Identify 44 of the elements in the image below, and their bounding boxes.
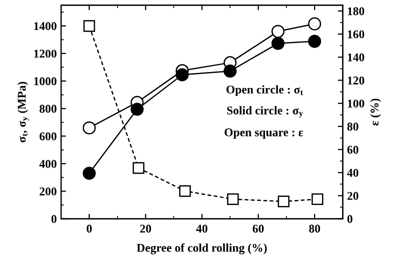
annotation: Open square : ε [224,128,304,139]
point [271,24,285,38]
x-axis-title: Degree of cold rolling (%) [136,243,267,254]
point [278,196,290,208]
point [271,36,285,50]
point [132,162,144,174]
point [130,102,144,116]
annotation: Solid circle : σ$_{y}$ [227,106,303,118]
x-tick-label: 80 [309,224,320,233]
y2-tick-label: 160 [348,30,364,38]
y-axis-title: σ$_{t}$, σ$_{y}$ (MPa) [17,82,30,142]
y2-tick-label: 40 [347,168,358,177]
x-tick-label: 0 [86,224,92,233]
point [82,121,96,134]
y2-tick-label: 100 [348,100,364,108]
point [308,34,322,48]
y2-tick-label: 120 [348,76,364,84]
y-tick-label: 200 [40,187,56,196]
point [224,64,237,78]
point [308,17,322,30]
point [176,68,189,82]
point [179,185,191,197]
x-tick-label: 20 [140,224,152,233]
x-tick-label: 40 [196,224,208,233]
y2-tick-label: 60 [347,146,358,154]
y-tick-label: 0 [51,215,56,223]
y2-tick-label: 20 [347,192,358,200]
point [312,193,324,205]
point [227,193,239,205]
y-tick-label: 1400 [34,22,56,30]
y-tick-label: 1000 [34,77,56,86]
y2-tick-label: 80 [347,122,358,131]
y-tick-label: 800 [40,104,56,113]
y-tick-label: 1200 [34,50,56,58]
point [82,166,96,180]
y-tick-label: 600 [40,132,56,140]
annotation: Open circle : σ$_{t}$ [226,85,303,96]
x-tick-label: 60 [252,224,264,233]
y-tick-label: 400 [39,160,56,168]
y2-tick-label: 140 [348,53,364,62]
y2-tick-label: 180 [348,7,364,16]
point [83,20,96,32]
y2-axis-title: ε (%) [370,98,381,126]
y2-tick-label: 0 [347,215,352,223]
